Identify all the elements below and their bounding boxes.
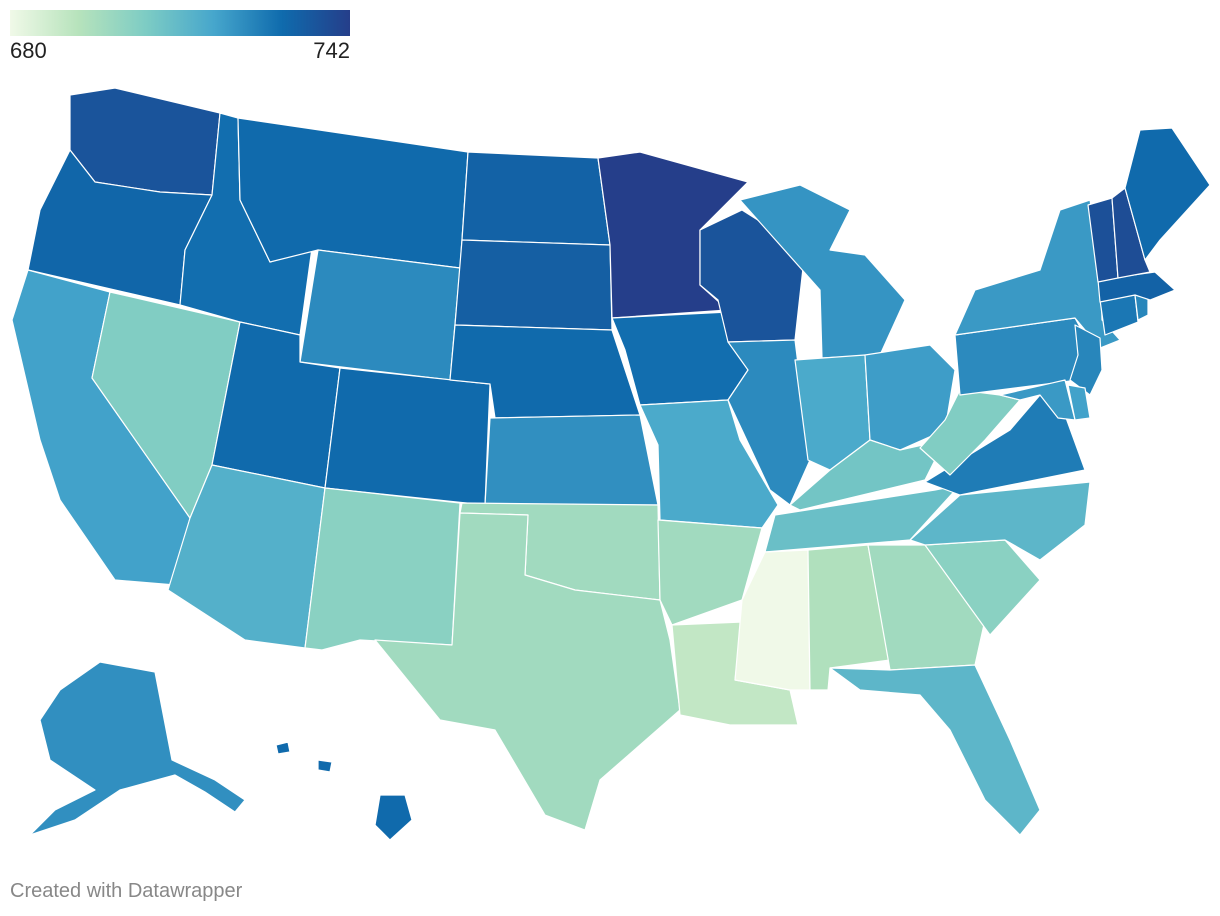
state-me[interactable] <box>1124 127 1211 261</box>
state-nc[interactable] <box>909 481 1091 561</box>
state-nd[interactable] <box>461 151 611 246</box>
state-wy[interactable] <box>299 249 461 381</box>
legend-labels: 680 742 <box>10 36 350 64</box>
state-ar[interactable] <box>657 519 763 626</box>
state-tx[interactable] <box>374 512 681 831</box>
state-nh[interactable] <box>1111 187 1151 279</box>
state-ak[interactable] <box>29 661 246 836</box>
legend-gradient-bar <box>10 10 350 36</box>
color-legend: 680 742 <box>10 10 350 64</box>
state-ny[interactable] <box>954 199 1121 349</box>
state-nj[interactable] <box>1069 324 1103 396</box>
state-sd[interactable] <box>454 239 613 331</box>
datawrapper-credit: Created with Datawrapper <box>10 880 243 902</box>
state-co[interactable] <box>324 367 491 506</box>
state-mi[interactable] <box>739 184 906 359</box>
state-tn[interactable] <box>764 484 961 553</box>
state-mt[interactable] <box>237 117 469 269</box>
state-ks[interactable] <box>484 414 659 506</box>
state-ga[interactable] <box>867 544 986 671</box>
legend-max-label: 742 <box>313 38 350 63</box>
state-ma[interactable] <box>1097 271 1176 303</box>
state-md[interactable] <box>999 379 1076 421</box>
state-nm[interactable] <box>304 487 461 651</box>
state-hi[interactable] <box>275 741 413 841</box>
legend-min-label: 680 <box>10 38 47 63</box>
state-mo[interactable] <box>639 399 779 529</box>
state-fl[interactable] <box>829 664 1041 836</box>
us-choropleth-map <box>11 87 1211 841</box>
